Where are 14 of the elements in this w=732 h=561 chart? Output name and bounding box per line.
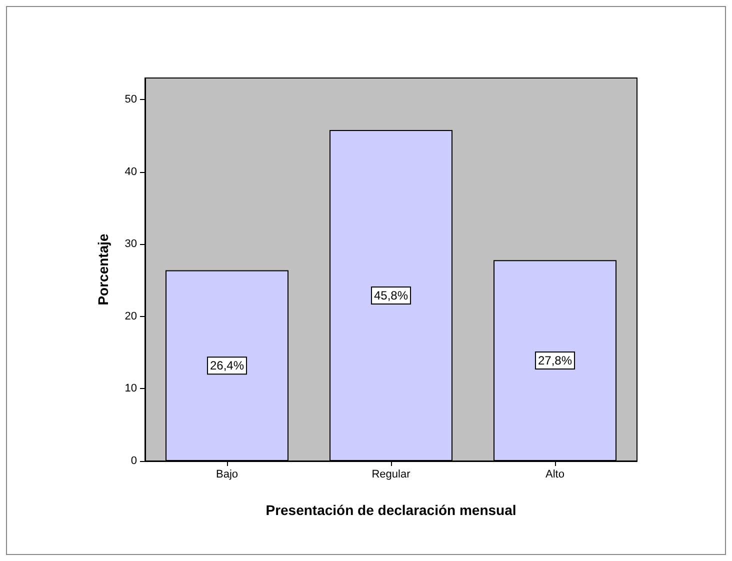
x-axis-title: Presentación de declaración mensual (266, 502, 516, 518)
x-tick-label: Alto (546, 468, 564, 480)
x-tick-label: Regular (372, 468, 411, 480)
data-label: 26,4% (210, 358, 244, 373)
data-label: 27,8% (538, 354, 572, 368)
y-tick-label: 20 (124, 310, 137, 322)
y-tick-label: 0 (130, 455, 137, 467)
y-tick-label: 10 (124, 382, 137, 395)
y-tick-label: 50 (124, 94, 137, 106)
y-tick-label: 40 (124, 166, 137, 178)
x-tick-label: Bajo (216, 468, 238, 480)
y-axis-title: Porcentaje (95, 233, 111, 306)
y-tick-label: 30 (124, 238, 137, 250)
data-label: 45,8% (374, 288, 408, 303)
